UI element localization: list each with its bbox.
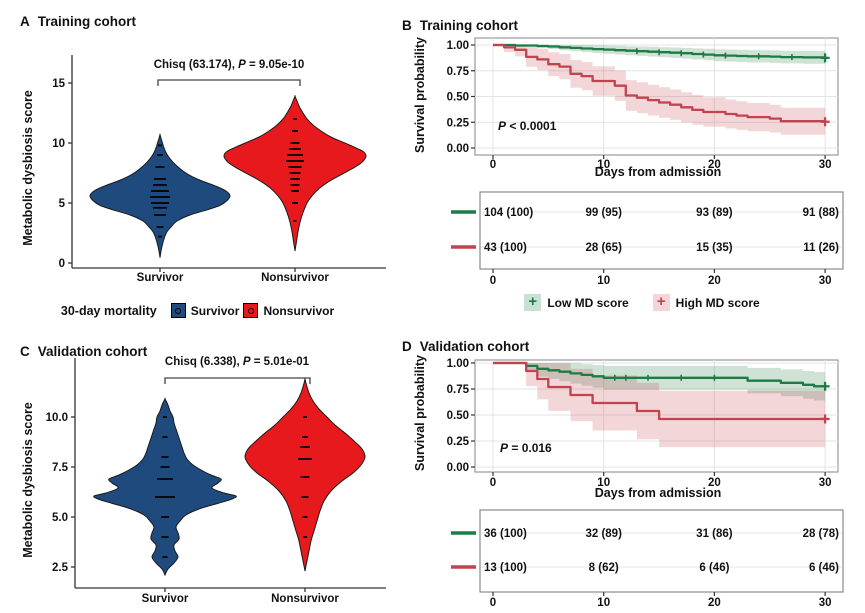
violin-chart-validation: 2.5 5.0 7.5 10.0 Survivor Nonsurvivor (46, 358, 386, 605)
svg-text:10: 10 (52, 138, 65, 150)
svg-text:10: 10 (597, 477, 610, 489)
panel-b-title-text: Training cohort (419, 18, 519, 33)
svg-text:0.25: 0.25 (447, 436, 470, 448)
svg-text:10.0: 10.0 (46, 412, 68, 424)
svg-text:93 (89): 93 (89) (696, 207, 733, 219)
svg-text:99 (95): 99 (95) (585, 207, 622, 219)
svg-text:43 (100): 43 (100) (484, 242, 527, 254)
svg-text:10: 10 (597, 159, 610, 171)
svg-text:0.75: 0.75 (447, 66, 470, 78)
svg-text:31 (86): 31 (86) (696, 528, 733, 540)
svg-text:30: 30 (819, 477, 832, 489)
high-md-score-key (652, 294, 670, 311)
panel-c-label: C (20, 344, 30, 359)
svg-text:Survivor: Survivor (142, 593, 189, 605)
panel-b-x-axis-label: Days from admission (594, 165, 722, 179)
svg-text:7.5: 7.5 (52, 462, 69, 474)
svg-text:30: 30 (819, 159, 832, 171)
svg-text:0: 0 (490, 275, 496, 287)
svg-text:5: 5 (59, 198, 66, 210)
panel-c-title-text: Validation cohort (37, 344, 148, 359)
panel-d-pvalue: P = 0.016 (500, 441, 552, 455)
svg-text:28 (65): 28 (65) (585, 242, 622, 254)
svg-text:20: 20 (708, 275, 721, 287)
panel-a-title-text: Training cohort (37, 14, 137, 29)
svg-text:20: 20 (708, 597, 721, 609)
svg-text:0.50: 0.50 (447, 92, 469, 104)
svg-text:10: 10 (597, 597, 610, 609)
svg-text:13 (100): 13 (100) (484, 562, 527, 574)
survivor-legend-label: Survivor (190, 303, 240, 318)
svg-text:Nonsurvivor: Nonsurvivor (261, 272, 329, 284)
svg-text:0.50: 0.50 (447, 410, 469, 422)
svg-text:10: 10 (597, 275, 610, 287)
panel-a-stat-annotation: Chisq (63.174), P = 9.05e-10 (153, 59, 305, 71)
mortality-legend-title: 30-day mortality (60, 303, 157, 318)
panel-a-label: A (20, 14, 30, 29)
panel-d-label: D (402, 339, 412, 354)
survivor-swatch (170, 303, 186, 318)
svg-text:0.25: 0.25 (447, 117, 470, 129)
svg-text:5.0: 5.0 (52, 512, 68, 524)
svg-text:36 (100): 36 (100) (484, 528, 527, 540)
panel-b-label: B (402, 18, 412, 33)
svg-text:0.75: 0.75 (447, 384, 470, 396)
nonsurvivor-legend-label: Nonsurvivor (263, 303, 335, 318)
svg-text:2.5: 2.5 (52, 562, 69, 574)
mortality-legend: 30-day mortality Survivor Nonsurvivor (0, 303, 395, 318)
svg-text:6 (46): 6 (46) (699, 562, 729, 574)
svg-text:20: 20 (708, 477, 721, 489)
svg-text:15: 15 (52, 78, 65, 90)
panel-d-x-axis-label: Days from admission (594, 486, 722, 500)
svg-text:30: 30 (819, 597, 832, 609)
svg-text:1.00: 1.00 (447, 358, 469, 370)
svg-text:Nonsurvivor: Nonsurvivor (271, 593, 339, 605)
panel-b-pvalue: P < 0.0001 (498, 119, 557, 133)
panel-b-title: B Training cohort (402, 18, 518, 33)
svg-text:28 (78): 28 (78) (803, 528, 840, 540)
svg-text:1.00: 1.00 (447, 40, 469, 52)
panel-c-stat-annotation: Chisq (6.338), P = 5.01e-01 (164, 356, 310, 368)
panel-c-title: C Validation cohort (20, 344, 147, 359)
svg-text:0.00: 0.00 (447, 143, 469, 155)
svg-text:15 (35): 15 (35) (696, 242, 733, 254)
nonsurvivor-swatch (243, 303, 259, 318)
svg-text:20: 20 (708, 159, 721, 171)
km-chart-validation: 0.00 0.25 0.50 0.75 1.00 0 10 20 30 36 (100) 32 (8… (447, 358, 844, 609)
svg-text:0: 0 (490, 477, 496, 489)
panel-c-y-axis-label: Metabolic dysbiosis score (21, 402, 35, 558)
svg-text:0: 0 (490, 597, 496, 609)
panel-d-y-axis-label: Survival probability (413, 354, 427, 472)
low-md-score-key (524, 294, 542, 311)
svg-text:104 (100): 104 (100) (484, 207, 533, 219)
svg-text:6 (46): 6 (46) (809, 562, 839, 574)
svg-text:0: 0 (59, 258, 65, 270)
svg-text:8 (62): 8 (62) (589, 562, 619, 574)
svg-text:0.00: 0.00 (447, 462, 469, 474)
svg-text:30: 30 (819, 275, 832, 287)
panel-d-title: D Validation cohort (402, 339, 529, 354)
panel-b-y-axis-label: Survival probability (413, 36, 427, 154)
high-md-score-label: High MD score (675, 295, 760, 310)
md-score-legend: Low MD score High MD score (395, 294, 865, 311)
svg-text:91 (88): 91 (88) (803, 207, 840, 219)
svg-text:32 (89): 32 (89) (585, 528, 622, 540)
panel-a-y-axis-label: Metabolic dysbiosis score (21, 90, 35, 246)
panel-d-title-text: Validation cohort (419, 339, 530, 354)
low-md-score-label: Low MD score (547, 295, 629, 310)
svg-text:Survivor: Survivor (137, 272, 184, 284)
km-chart-training: 0.00 0.25 0.50 0.75 1.00 0 10 20 30 104 (100) 99 (… (447, 37, 844, 287)
violin-chart-training: 0 5 10 15 Survivor Nonsurvivor (52, 55, 386, 284)
panel-a-title: A Training cohort (20, 14, 136, 29)
svg-text:0: 0 (490, 159, 496, 171)
svg-text:11 (26): 11 (26) (803, 242, 839, 254)
